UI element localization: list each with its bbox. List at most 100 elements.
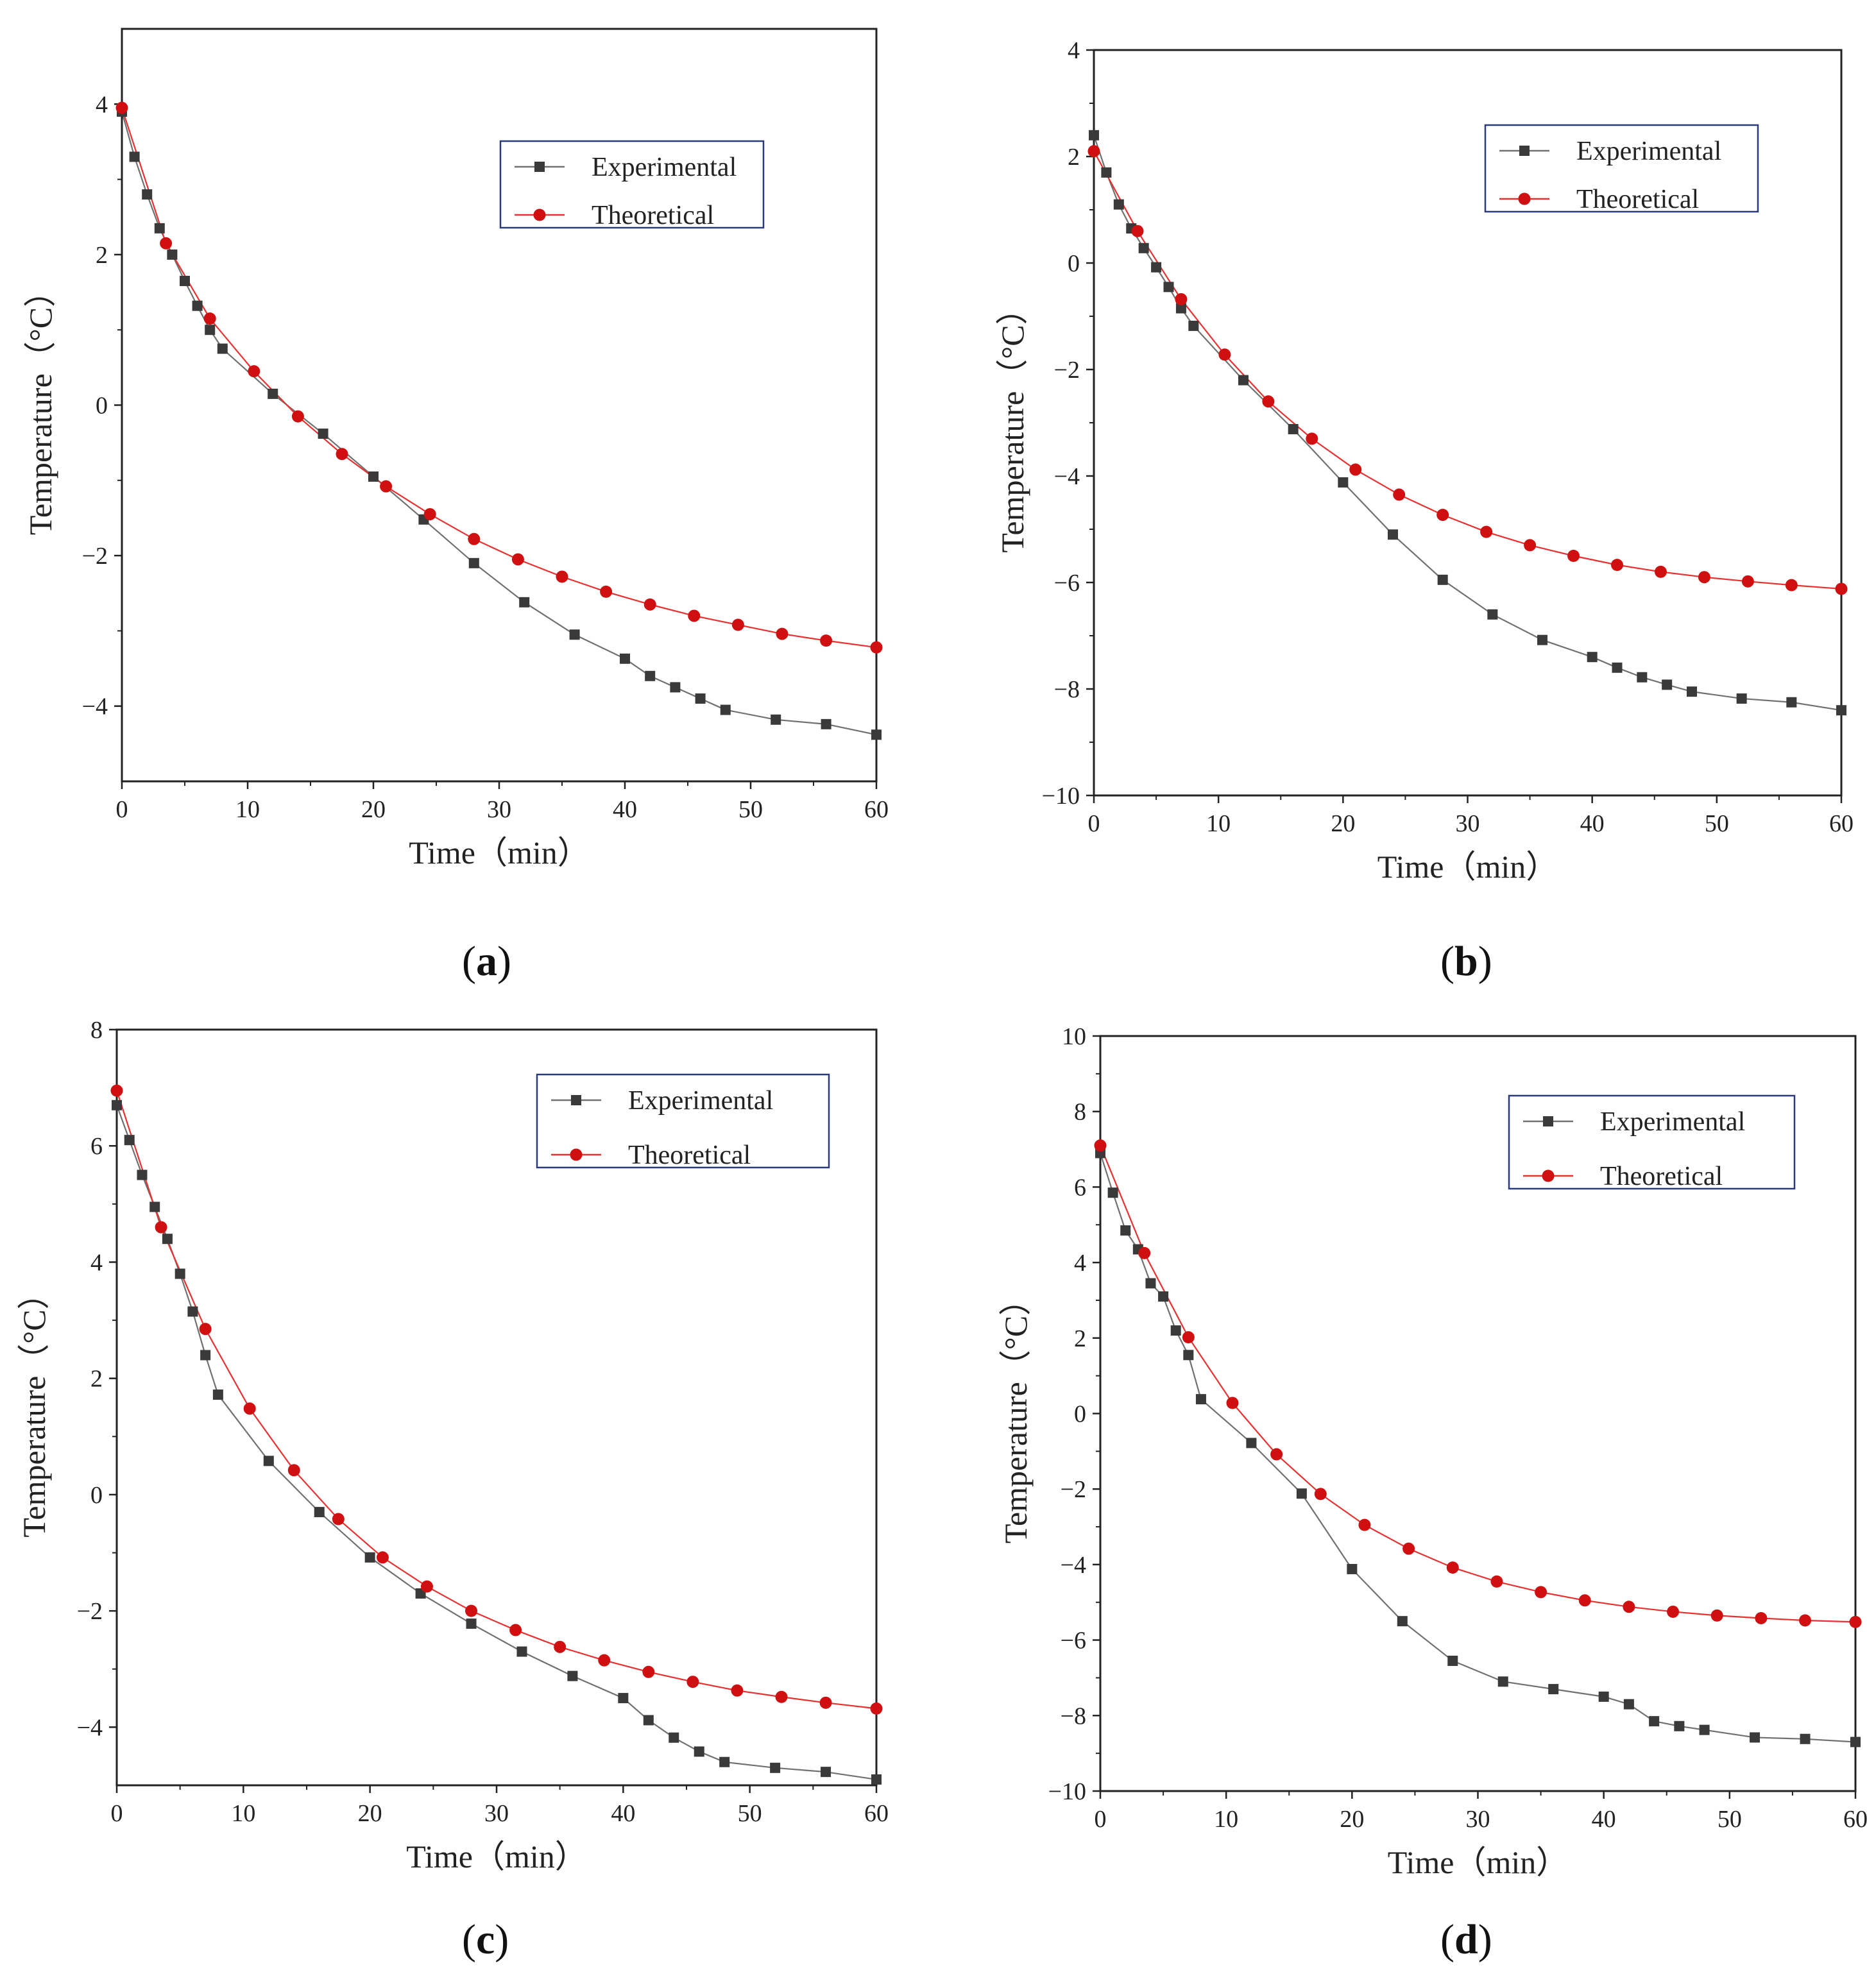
legend-box bbox=[536, 1073, 830, 1169]
data-point-theoretical bbox=[1262, 395, 1275, 408]
x-axis-title: Time（min） bbox=[406, 1839, 587, 1874]
y-axis-title: Temperature（°C） bbox=[998, 1284, 1034, 1543]
data-point-experimental bbox=[124, 1135, 135, 1146]
y-tick-label: −2 bbox=[77, 1598, 103, 1625]
data-point-experimental bbox=[1437, 574, 1448, 585]
legend-marker-theoretical bbox=[570, 1148, 583, 1161]
data-point-experimental bbox=[1183, 1350, 1194, 1361]
data-point-experimental bbox=[1623, 1699, 1634, 1710]
data-point-theoretical bbox=[1578, 1594, 1591, 1607]
data-point-experimental bbox=[129, 151, 140, 162]
data-point-experimental bbox=[364, 1552, 375, 1563]
data-point-experimental bbox=[466, 1618, 477, 1629]
legend-marker-theoretical bbox=[533, 208, 546, 221]
data-point-theoretical bbox=[870, 641, 883, 654]
chart-panel-a: 0 10 20 30 40 50 60 −4 −2 0 2 4 Time（min） Temperature… bbox=[22, 28, 889, 985]
x-tick-label: 40 bbox=[611, 1800, 635, 1827]
legend: Experimental Theoretical bbox=[536, 1073, 830, 1170]
data-point-theoretical bbox=[1698, 571, 1710, 584]
x-tick-label: 60 bbox=[1843, 1806, 1867, 1833]
data-point-theoretical bbox=[332, 1513, 345, 1525]
y-tick-label: −4 bbox=[82, 693, 108, 720]
y-tick-label: 4 bbox=[1068, 37, 1080, 64]
panel-label-open-paren: ( bbox=[462, 1916, 476, 1963]
data-point-experimental bbox=[1548, 1684, 1559, 1695]
data-point-theoretical bbox=[1358, 1518, 1371, 1531]
data-point-experimental bbox=[263, 1456, 274, 1466]
data-point-theoretical bbox=[1094, 1139, 1107, 1152]
data-point-experimental bbox=[871, 1774, 882, 1785]
legend: Experimental Theoretical bbox=[1484, 124, 1759, 214]
data-point-experimental bbox=[1662, 679, 1673, 690]
data-point-experimental bbox=[200, 1350, 211, 1361]
data-point-theoretical bbox=[203, 312, 216, 325]
legend-label-experimental: Experimental bbox=[1600, 1107, 1745, 1137]
y-tick-label: 0 bbox=[1074, 1401, 1086, 1428]
legend-marker-theoretical bbox=[1518, 192, 1531, 205]
x-tick-label: 0 bbox=[1088, 810, 1100, 837]
x-tick-label: 40 bbox=[1592, 1806, 1616, 1833]
series-line-experimental bbox=[115, 1105, 877, 1781]
data-point-experimental bbox=[1238, 375, 1249, 386]
data-point-theoretical bbox=[248, 365, 260, 378]
chart-panel-c: 0 10 20 30 40 50 60 −4 −2 0 2 4 6 8 Time（min） Temperatu… bbox=[16, 1017, 889, 1963]
data-point-experimental bbox=[871, 729, 882, 740]
legend: Experimental Theoretical bbox=[499, 140, 765, 230]
data-point-theoretical bbox=[1436, 509, 1449, 522]
x-tick-label: 10 bbox=[235, 796, 260, 823]
data-point-theoretical bbox=[1654, 565, 1667, 578]
data-point-experimental bbox=[821, 718, 831, 729]
y-tick-label: 2 bbox=[1068, 144, 1080, 171]
data-point-experimental bbox=[1175, 303, 1186, 314]
data-point-experimental bbox=[1101, 167, 1112, 178]
x-tick-label: 60 bbox=[1829, 810, 1854, 837]
x-tick-label: 50 bbox=[738, 1800, 762, 1827]
data-point-theoretical bbox=[110, 1084, 123, 1097]
x-axis-title: Time（min） bbox=[1388, 1844, 1569, 1880]
data-point-experimental bbox=[137, 1169, 148, 1180]
data-point-experimental bbox=[519, 597, 530, 607]
x-tick-label: 20 bbox=[361, 796, 386, 823]
data-point-experimental bbox=[1163, 282, 1174, 293]
data-point-theoretical bbox=[1182, 1331, 1195, 1344]
data-point-experimental bbox=[175, 1268, 185, 1279]
data-point-experimental bbox=[187, 1306, 198, 1317]
x-axis-title: Time（min） bbox=[1377, 849, 1558, 885]
series-line-theoretical bbox=[121, 107, 877, 649]
y-tick-label: −6 bbox=[1054, 570, 1080, 597]
data-point-theoretical bbox=[1131, 225, 1144, 237]
x-tick-label: 40 bbox=[1580, 810, 1605, 837]
series-line-theoretical bbox=[115, 1090, 877, 1710]
x-tick-label: 0 bbox=[1095, 1806, 1107, 1833]
data-point-experimental bbox=[821, 1767, 831, 1778]
y-tick-label: −2 bbox=[1054, 357, 1080, 384]
data-point-theoretical bbox=[1480, 525, 1493, 538]
data-point-theoretical bbox=[1567, 550, 1580, 562]
data-point-experimental bbox=[516, 1646, 527, 1657]
x-tick-label: 10 bbox=[231, 1800, 255, 1827]
legend-marker-experimental bbox=[1519, 146, 1530, 156]
data-point-theoretical bbox=[199, 1323, 212, 1336]
data-point-experimental bbox=[162, 1234, 173, 1245]
data-point-experimental bbox=[620, 653, 630, 664]
legend-marker-theoretical bbox=[1542, 1169, 1555, 1182]
x-tick-label: 20 bbox=[358, 1800, 382, 1827]
data-point-theoretical bbox=[468, 532, 481, 545]
legend-marker-experimental bbox=[571, 1095, 581, 1105]
data-point-experimental bbox=[268, 388, 278, 399]
x-tick-label: 60 bbox=[864, 1800, 889, 1827]
data-point-theoretical bbox=[1799, 1614, 1812, 1627]
data-point-experimental bbox=[770, 1762, 781, 1773]
data-point-theoretical bbox=[556, 570, 568, 583]
data-point-theoretical bbox=[155, 1221, 167, 1234]
panel-label-close-paren: ) bbox=[495, 1916, 509, 1963]
data-point-experimental bbox=[1637, 672, 1648, 683]
data-point-theoretical bbox=[1402, 1542, 1415, 1555]
y-tick-label: 4 bbox=[96, 91, 108, 118]
data-point-experimental bbox=[1699, 1724, 1710, 1735]
data-point-experimental bbox=[669, 1732, 679, 1743]
x-tick-label: 30 bbox=[1466, 1806, 1490, 1833]
y-tick-label: −2 bbox=[82, 543, 108, 570]
data-point-theoretical bbox=[1524, 539, 1537, 552]
data-point-theoretical bbox=[1849, 1615, 1862, 1628]
